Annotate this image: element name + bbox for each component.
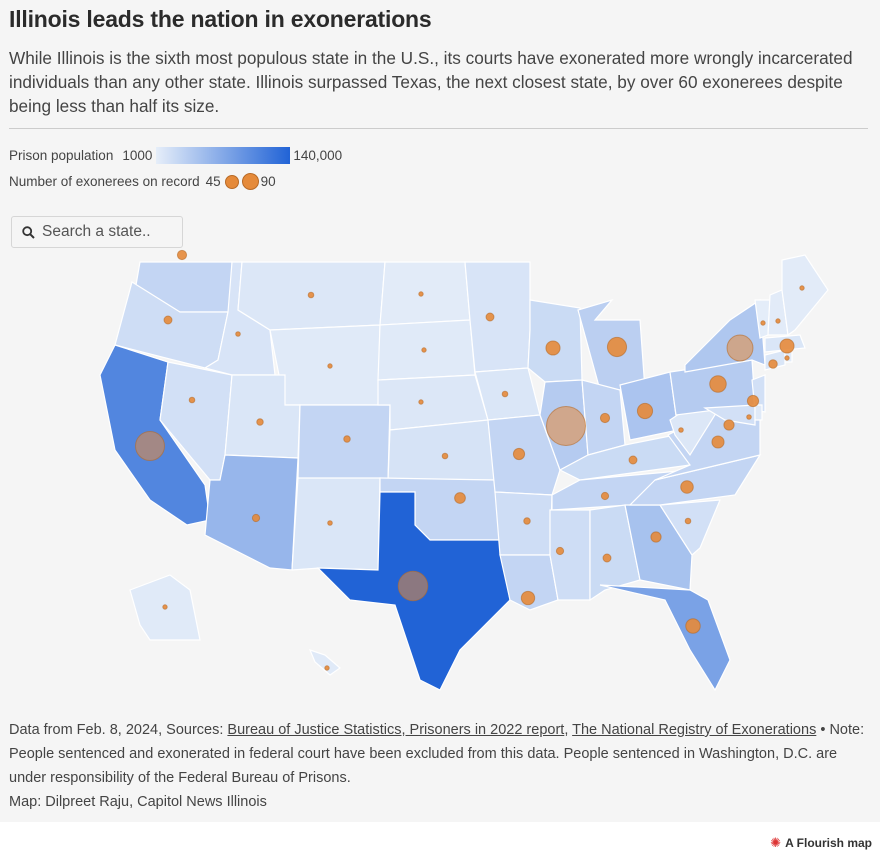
bubble-co[interactable] — [343, 435, 351, 443]
page-subtitle: While Illinois is the sixth most populou… — [9, 48, 853, 116]
state-nm[interactable] — [291, 477, 381, 571]
search-input[interactable] — [42, 223, 172, 241]
bubble-ma[interactable] — [779, 338, 795, 354]
bubble-ut[interactable] — [256, 418, 264, 426]
bubble-mt[interactable] — [307, 291, 315, 299]
state-az[interactable] — [204, 454, 299, 571]
bubble-sd[interactable] — [421, 347, 427, 353]
bubble-ri[interactable] — [784, 355, 790, 361]
bubble-id[interactable] — [235, 331, 241, 337]
state-la[interactable] — [499, 554, 559, 611]
bubble-ny[interactable] — [726, 334, 754, 362]
bubble-oh[interactable] — [636, 402, 654, 420]
bubble-nh[interactable] — [775, 318, 781, 324]
state-sc[interactable] — [658, 499, 721, 556]
bubble-wy[interactable] — [327, 363, 333, 369]
flourish-star-icon: ✺ — [770, 835, 782, 850]
bubble-mo[interactable] — [512, 447, 526, 461]
state-de[interactable] — [754, 404, 763, 421]
flourish-credit-label: A Flourish map — [785, 836, 872, 850]
size-legend-min: 45 — [205, 174, 221, 189]
bubble-ia[interactable] — [501, 390, 509, 398]
bubble-ks[interactable] — [441, 452, 449, 460]
bubble-la[interactable] — [520, 590, 536, 606]
source-link-bjs[interactable]: Bureau of Justice Statistics, Prisoners … — [227, 722, 565, 738]
bubble-in[interactable] — [599, 412, 611, 424]
state-me[interactable] — [781, 254, 829, 337]
bubble-mi[interactable] — [606, 336, 628, 358]
bubble-ky[interactable] — [628, 455, 638, 465]
state-hi[interactable] — [308, 649, 341, 676]
search-icon — [22, 225, 35, 239]
bubble-nd[interactable] — [418, 291, 424, 297]
bubble-mn[interactable] — [485, 312, 495, 322]
bubble-nj[interactable] — [746, 394, 760, 408]
bubble-az[interactable] — [251, 513, 261, 523]
state-al[interactable] — [589, 504, 641, 602]
bubble-sc[interactable] — [684, 517, 692, 525]
bubble-il[interactable] — [545, 405, 587, 447]
state-wy[interactable] — [269, 324, 381, 406]
bubble-ca[interactable] — [135, 431, 165, 461]
state-ar[interactable] — [494, 491, 553, 556]
state-ms[interactable] — [549, 509, 591, 601]
bubble-me[interactable] — [799, 285, 805, 291]
bubble-tx[interactable] — [397, 570, 429, 602]
size-legend-label: Number of exonerees on record — [9, 174, 200, 189]
state-md[interactable] — [703, 404, 756, 426]
color-legend-min: 1000 — [122, 148, 153, 163]
bubble-ga[interactable] — [650, 531, 662, 543]
size-legend: Number of exonerees on record 45 90 — [9, 173, 276, 190]
color-legend-label: Prison population — [9, 148, 114, 163]
color-legend: Prison population 1000 140,000 — [9, 147, 342, 164]
size-legend-small-bubble — [224, 174, 239, 189]
bubble-de[interactable] — [746, 414, 752, 420]
bubble-hi[interactable] — [324, 665, 330, 671]
footer-byline: Map: Dilpreet Raju, Capitol News Illinoi… — [9, 794, 267, 810]
bubble-vt[interactable] — [760, 320, 766, 326]
size-legend-max: 90 — [260, 174, 276, 189]
color-legend-max: 140,000 — [293, 148, 343, 163]
bubble-wv[interactable] — [678, 427, 684, 433]
state-search-box[interactable] — [11, 216, 183, 248]
bubble-nv[interactable] — [188, 396, 196, 404]
state-fl[interactable] — [599, 584, 731, 692]
bubble-or[interactable] — [163, 315, 173, 325]
bubble-wi[interactable] — [545, 340, 561, 356]
bubble-ok[interactable] — [454, 492, 466, 504]
state-shapes — [99, 254, 829, 692]
bubble-nm[interactable] — [327, 520, 333, 526]
bubble-ar[interactable] — [523, 517, 531, 525]
flourish-credit[interactable]: ✺ A Flourish map — [770, 835, 872, 851]
state-mn[interactable] — [464, 261, 531, 373]
bubble-fl[interactable] — [685, 618, 701, 634]
footer-separator: , — [564, 722, 573, 738]
bubble-al[interactable] — [602, 553, 612, 563]
bubble-ms[interactable] — [555, 546, 565, 556]
color-gradient-bar — [156, 147, 291, 164]
bubble-ct[interactable] — [768, 359, 778, 369]
exoneree-bubbles — [135, 249, 805, 671]
size-legend-large-bubble — [241, 173, 259, 190]
bubble-nc[interactable] — [680, 480, 694, 494]
state-co[interactable] — [297, 404, 391, 481]
bubble-pa[interactable] — [709, 375, 727, 393]
divider — [9, 128, 868, 129]
us-map[interactable] — [0, 0, 880, 822]
state-nd[interactable] — [379, 261, 471, 326]
source-link-registry[interactable]: The National Registry of Exonerations — [572, 722, 817, 738]
page-title: Illinois leads the nation in exoneration… — [9, 6, 432, 32]
footer-note: • Note: People sentenced and exonerated … — [9, 722, 865, 786]
bubble-tn[interactable] — [600, 491, 610, 501]
bubble-md[interactable] — [723, 419, 735, 431]
bubble-ak[interactable] — [162, 604, 168, 610]
footer-prefix: Data from Feb. 8, 2024, Sources: — [9, 722, 228, 738]
state-ks[interactable] — [387, 419, 496, 481]
footer-notes: Data from Feb. 8, 2024, Sources: Bureau … — [9, 718, 871, 814]
bubble-va[interactable] — [711, 435, 725, 449]
bubble-wa[interactable] — [176, 249, 188, 261]
bubble-ne[interactable] — [418, 399, 424, 405]
state-ny[interactable] — [684, 298, 766, 373]
